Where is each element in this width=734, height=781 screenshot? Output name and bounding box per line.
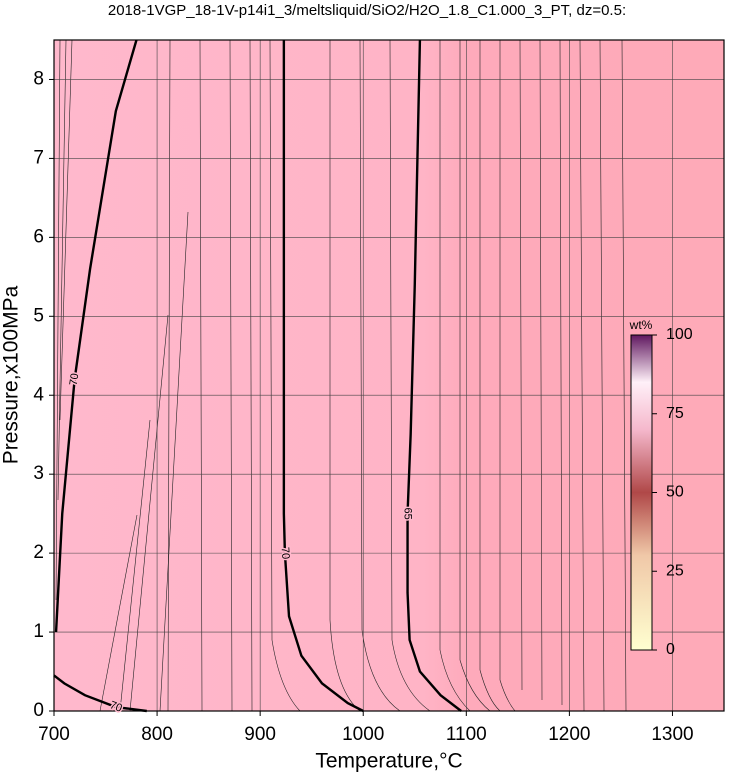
contour-label: 65	[402, 508, 414, 520]
y-tick-label: 8	[33, 68, 44, 89]
y-tick-label: 7	[33, 147, 44, 168]
contour-label: 70	[279, 547, 292, 560]
colorbar-tick-label: 50	[666, 484, 684, 501]
x-tick-label: 1200	[548, 724, 590, 745]
x-tick-label: 700	[38, 724, 70, 745]
x-tick-label: 1100	[446, 724, 487, 745]
plot-background	[54, 40, 724, 711]
y-tick-label: 0	[33, 700, 44, 721]
y-tick-label: 6	[33, 226, 44, 247]
plot-frame	[53, 39, 725, 712]
x-tick-label: 1000	[342, 724, 384, 745]
contour-line	[282, 40, 364, 713]
contour-line	[406, 39, 462, 712]
contour-line	[53, 674, 147, 713]
y-tick-label: 3	[33, 463, 44, 484]
x-axis-label: Temperature,°C	[315, 750, 462, 773]
y-tick-label: 1	[33, 621, 44, 642]
y-tick-label: 4	[33, 384, 44, 405]
colorbar	[630, 334, 653, 651]
colorbar-label: wt%	[629, 318, 653, 332]
contour-line	[54, 39, 138, 633]
x-tick-label: 900	[244, 724, 276, 745]
contour-label: 70	[68, 373, 82, 387]
x-tick-label: 1300	[651, 724, 693, 745]
colorbar-tick-label: 75	[666, 405, 684, 422]
chart-title: 2018-1VGP_18-1V-p14i1_3/meltsliquid/SiO2…	[108, 2, 626, 19]
y-tick-label: 5	[33, 305, 44, 326]
y-tick-label: 2	[33, 542, 44, 563]
x-tick-label: 800	[141, 724, 173, 745]
colorbar-tick-label: 0	[666, 641, 675, 658]
colorbar-tick-label: 25	[666, 562, 684, 579]
y-axis-label: Pressure,x100MPa	[0, 285, 23, 464]
colorbar-tick-label: 100	[666, 326, 693, 343]
